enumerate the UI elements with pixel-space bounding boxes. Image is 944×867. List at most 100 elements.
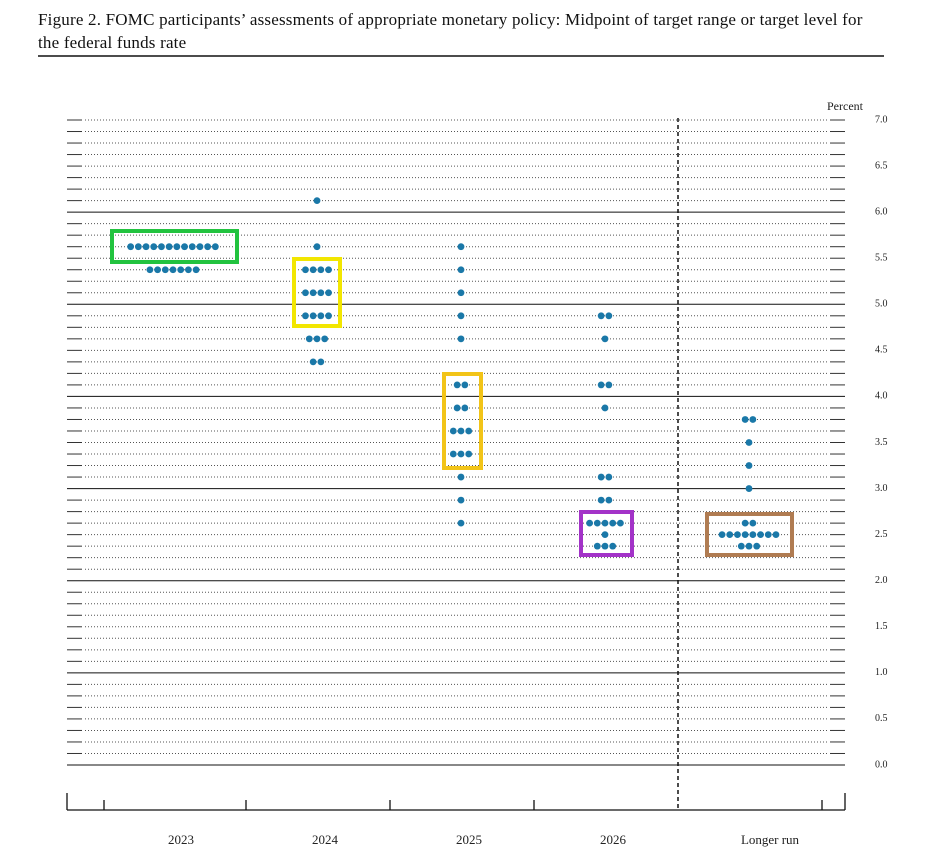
- dot: [309, 358, 317, 366]
- dot: [154, 266, 162, 274]
- dot: [601, 404, 609, 412]
- dot: [313, 243, 321, 251]
- y-tick-label: 5.5: [875, 253, 888, 264]
- dot: [745, 439, 753, 446]
- dot: [601, 335, 609, 343]
- dots: [127, 197, 780, 550]
- dot: [593, 542, 601, 550]
- dot: [449, 427, 457, 435]
- y-tick-label: 6.0: [875, 206, 888, 217]
- dot: [192, 266, 200, 274]
- x-tick-label: 2025: [456, 832, 482, 847]
- dot: [457, 427, 465, 435]
- dot: [457, 335, 465, 343]
- y-tick-label: 0.0: [875, 759, 888, 770]
- dot: [597, 473, 605, 481]
- dot: [325, 289, 332, 297]
- dot: [142, 243, 150, 251]
- dot: [718, 531, 726, 539]
- x-tick-label: Longer run: [741, 832, 800, 847]
- dot: [181, 243, 188, 251]
- dot: [185, 266, 192, 274]
- y-tick-label: 3.0: [875, 483, 888, 494]
- y-tick-label: 2.5: [875, 529, 888, 540]
- dot: [309, 289, 317, 297]
- dot: [745, 462, 753, 469]
- dot: [586, 519, 593, 527]
- dot: [741, 531, 749, 539]
- highlight-box: [110, 229, 239, 264]
- dot: [749, 531, 757, 539]
- dot: [457, 266, 465, 274]
- dot: [150, 243, 158, 251]
- y-tick-label: 6.5: [875, 160, 888, 171]
- dot: [457, 519, 465, 527]
- x-tick-label: 2024: [312, 832, 339, 847]
- x-tick-label: 2026: [600, 832, 627, 847]
- dot: [597, 381, 605, 389]
- dot: [211, 243, 219, 251]
- dot: [173, 243, 181, 251]
- dot: [609, 519, 617, 527]
- dot: [605, 381, 613, 389]
- y-tick-label: 4.0: [875, 391, 888, 402]
- dot: [309, 312, 317, 320]
- dot: [317, 266, 325, 274]
- dot: [457, 496, 465, 504]
- dot: [158, 243, 165, 251]
- dot: [196, 243, 204, 251]
- dot: [465, 427, 473, 435]
- dot: [597, 312, 605, 320]
- dot: [302, 289, 309, 297]
- dot: [726, 531, 734, 539]
- dot: [601, 531, 609, 539]
- highlight-box: [292, 257, 342, 328]
- dot: [317, 312, 325, 320]
- dot: [601, 519, 609, 527]
- dot: [605, 312, 613, 320]
- y-tick-label: 1.0: [875, 667, 888, 678]
- dot: [465, 450, 473, 458]
- dot: [161, 266, 169, 274]
- dot: [169, 266, 177, 274]
- chart-title: Figure 2. FOMC participants’ assessments…: [38, 10, 863, 52]
- dot: [325, 312, 332, 320]
- dot: [749, 519, 757, 527]
- dot: [461, 404, 469, 412]
- dot: [593, 519, 601, 527]
- dot: [605, 496, 613, 504]
- dot: [741, 416, 749, 423]
- dot: [772, 531, 780, 539]
- dot: [302, 266, 309, 274]
- highlight-box: [442, 372, 483, 470]
- dot: [317, 289, 325, 297]
- y-tick-label: 3.5: [875, 437, 888, 448]
- dot: [302, 312, 309, 320]
- dot: [127, 243, 135, 251]
- dot: [737, 542, 745, 550]
- y-tick-label: 7.0: [875, 114, 888, 125]
- dot: [745, 542, 753, 550]
- dot: [317, 358, 325, 366]
- y-tick-label: 1.5: [875, 621, 888, 632]
- dot: [313, 335, 321, 343]
- dot: [457, 450, 465, 458]
- highlights: [110, 229, 794, 557]
- dot: [457, 243, 465, 251]
- dot: [453, 404, 461, 412]
- dot: [457, 473, 465, 481]
- dot: [309, 266, 317, 274]
- dot: [617, 519, 624, 527]
- dot: [188, 243, 196, 251]
- dot: [597, 496, 605, 504]
- dot: [134, 243, 142, 251]
- dot: [449, 450, 457, 458]
- dot: [601, 542, 609, 550]
- dot: [753, 542, 761, 550]
- dot: [204, 243, 212, 251]
- y-axis-label: Percent: [827, 99, 864, 113]
- dot: [305, 335, 313, 343]
- y-tick-label: 4.5: [875, 345, 888, 356]
- dot: [313, 197, 321, 205]
